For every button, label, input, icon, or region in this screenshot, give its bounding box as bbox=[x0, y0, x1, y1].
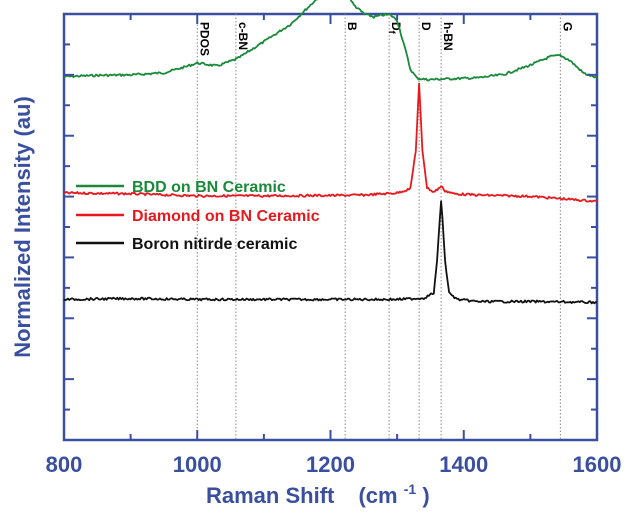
annotation-label: PDOS bbox=[197, 22, 211, 56]
x-axis-unit: (cm bbox=[358, 483, 397, 508]
annotation-label: h-BN bbox=[441, 22, 455, 51]
x-tick-label: 1200 bbox=[306, 452, 355, 477]
annotation-label: Df bbox=[387, 22, 403, 35]
x-tick-label: 1000 bbox=[173, 452, 222, 477]
series-line bbox=[63, 82, 598, 203]
legend-label: Boron nitirde ceramic bbox=[132, 236, 297, 253]
x-axis-unit-close: ) bbox=[422, 483, 429, 508]
x-axis-label: Raman Shift bbox=[206, 483, 335, 508]
x-tick-label: 800 bbox=[46, 452, 83, 477]
x-axis-title: Raman Shift (cm -1 ) bbox=[206, 474, 430, 508]
annotation-label: D bbox=[419, 22, 433, 31]
x-tick-label: 1400 bbox=[439, 452, 488, 477]
annotation-label: B bbox=[345, 22, 359, 31]
legend-label: BDD on BN Ceramic bbox=[132, 179, 286, 196]
annotation-lines bbox=[196, 14, 561, 440]
x-tick-label: 1600 bbox=[573, 452, 622, 477]
annotation-label: G bbox=[560, 22, 574, 31]
plot-frame bbox=[62, 12, 599, 442]
annotation-label: c-BN bbox=[236, 22, 250, 50]
x-tick-labels: 800 1000 1200 1400 1600 bbox=[46, 452, 622, 477]
x-axis-unit-sup: -1 bbox=[404, 481, 417, 497]
annotation-labels: PDOS c-BN B Df D h-BN G bbox=[197, 22, 574, 56]
legend: BDD on BN Ceramic Diamond on BN Ceramic Bo… bbox=[76, 179, 320, 253]
series-lines bbox=[63, 0, 598, 305]
series-line bbox=[63, 200, 598, 305]
y-axis-title: Normalized Intensity (au) bbox=[10, 96, 35, 358]
series-line bbox=[63, 0, 598, 82]
legend-label: Diamond on BN Ceramic bbox=[132, 208, 320, 225]
axis-ticks bbox=[63, 14, 598, 440]
